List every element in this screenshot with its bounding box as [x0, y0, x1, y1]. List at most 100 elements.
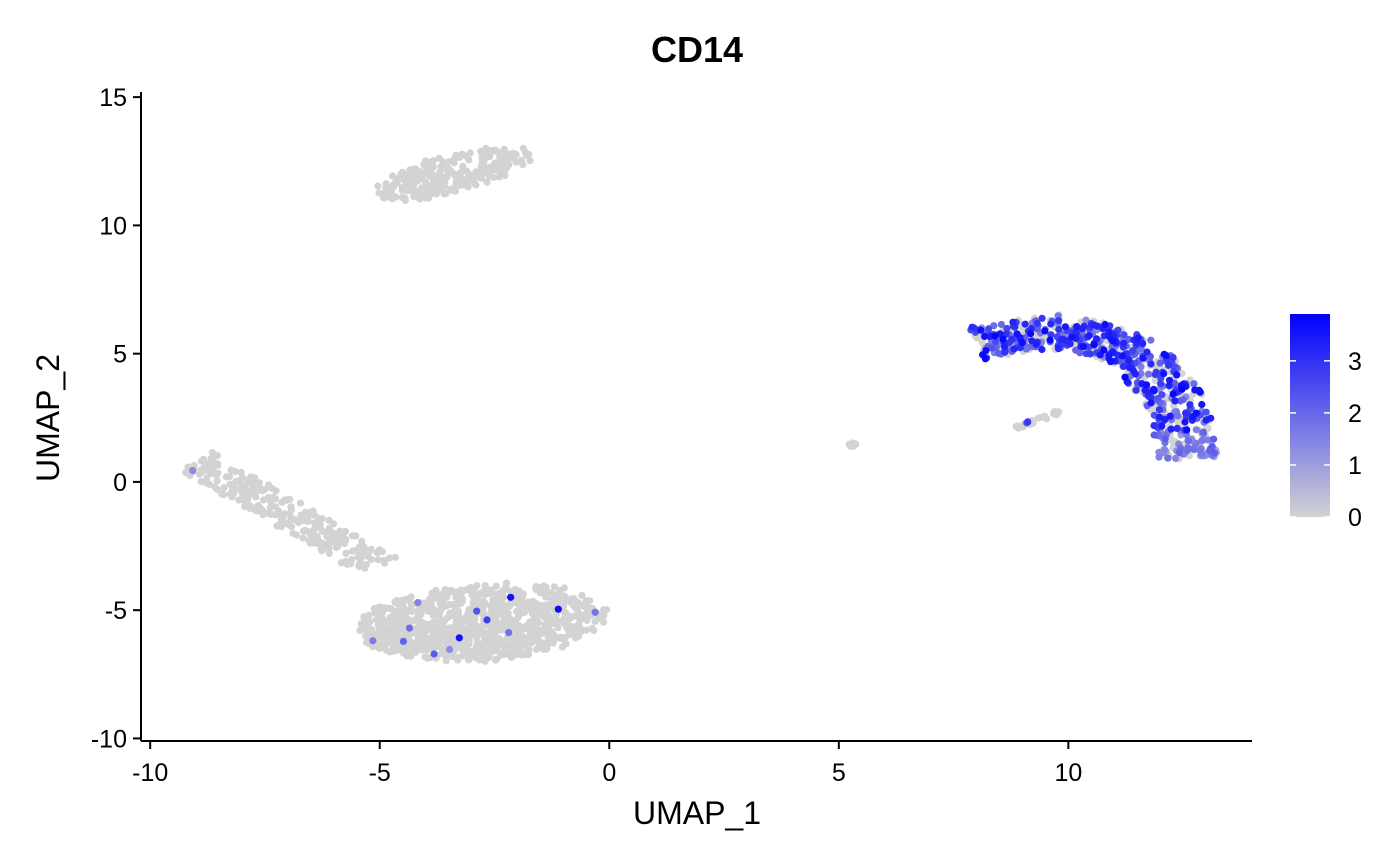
cell-point: [273, 522, 281, 530]
cell-point: [1109, 337, 1117, 345]
cell-point: [489, 640, 497, 649]
cell-point: [977, 326, 985, 334]
cell-point: [197, 478, 205, 486]
cell-point: [1173, 371, 1181, 379]
cell-point: [600, 618, 608, 626]
cell-point: [981, 332, 989, 340]
cell-point: [1210, 435, 1218, 443]
cell-point: [485, 166, 493, 174]
cell-point: [424, 620, 432, 629]
cell-point: [380, 194, 388, 202]
cell-point: [182, 469, 190, 477]
cell-point: [538, 588, 546, 596]
cell-point: [208, 449, 216, 457]
cell-point: [1143, 348, 1151, 356]
cell-point: [425, 601, 433, 609]
cell-point: [456, 170, 464, 178]
cell-point: [449, 601, 457, 609]
cell-point: [523, 623, 531, 631]
cell-point: [439, 158, 447, 166]
cell-point: [1178, 385, 1186, 393]
cell-point: [1171, 397, 1179, 405]
cell-point: [991, 332, 999, 340]
cell-point: [852, 440, 860, 448]
cell-point: [358, 537, 366, 546]
cell-point: [1120, 339, 1128, 347]
cell-point: [341, 527, 350, 536]
cell-point: [455, 634, 463, 642]
cell-point: [1181, 418, 1189, 426]
cell-point: [491, 146, 500, 154]
cell-point: [417, 643, 425, 651]
cell-point: [387, 188, 395, 196]
cell-point: [405, 606, 414, 614]
cell-point: [458, 150, 466, 158]
cell-point: [422, 626, 430, 635]
y-tick-label: -5: [105, 597, 127, 625]
cell-point: [1150, 387, 1158, 395]
cell-point: [407, 638, 415, 646]
cell-point: [1165, 382, 1173, 390]
cell-point: [532, 645, 541, 654]
cell-point: [315, 537, 323, 545]
cell-point: [1169, 353, 1177, 362]
cell-point: [561, 613, 569, 621]
cell-point: [1192, 409, 1200, 417]
x-tick-label: -5: [369, 759, 391, 787]
cell-point: [556, 589, 564, 597]
cell-point: [588, 624, 596, 633]
cell-point: [487, 602, 495, 610]
cell-point: [374, 556, 382, 564]
cell-point: [1050, 408, 1058, 416]
cell-point: [1047, 331, 1055, 339]
cell-point: [259, 507, 267, 515]
cell-point: [578, 591, 586, 600]
cell-point: [518, 632, 526, 640]
cell-point: [1008, 335, 1016, 343]
cell-point: [492, 609, 500, 618]
cell-point: [1093, 322, 1101, 330]
cell-point: [1024, 418, 1032, 426]
cell-point: [500, 162, 508, 170]
cell-point: [237, 479, 245, 487]
cell-point: [367, 545, 375, 553]
cell-point: [245, 475, 253, 483]
cell-point: [489, 596, 497, 604]
cell-point: [1046, 336, 1054, 344]
cell-point: [1055, 317, 1063, 325]
cell-point: [429, 611, 437, 619]
cell-point: [1039, 413, 1047, 421]
cell-point: [243, 490, 251, 498]
colorbar-tick-label: 1: [1348, 452, 1362, 480]
cell-point: [1121, 373, 1129, 381]
cell-point: [226, 472, 234, 480]
cell-point: [214, 461, 222, 469]
cell-point: [325, 544, 333, 553]
cell-point: [515, 607, 523, 615]
cell-point: [469, 173, 477, 181]
cell-point: [398, 621, 406, 629]
cell-point: [548, 596, 556, 604]
cell-point: [412, 648, 420, 656]
cell-point: [203, 474, 211, 482]
cell-point: [480, 598, 488, 606]
cell-point: [454, 656, 462, 664]
cell-point: [560, 595, 568, 603]
cell-point: [507, 593, 515, 601]
cell-point: [483, 178, 491, 186]
cell-point: [1139, 354, 1147, 362]
cell-point: [990, 322, 998, 330]
cell-point: [1073, 323, 1081, 331]
cell-point: [494, 590, 502, 598]
cell-point: [413, 614, 421, 622]
cell-point: [307, 510, 315, 518]
cell-point: [519, 144, 528, 152]
cell-point: [289, 515, 297, 524]
cell-point: [478, 608, 486, 616]
cell-point: [213, 470, 221, 478]
cell-point: [355, 562, 363, 571]
cell-point: [1137, 363, 1145, 371]
cell-point: [304, 528, 313, 536]
cell-point: [189, 467, 197, 475]
points-layer: [182, 144, 1220, 665]
